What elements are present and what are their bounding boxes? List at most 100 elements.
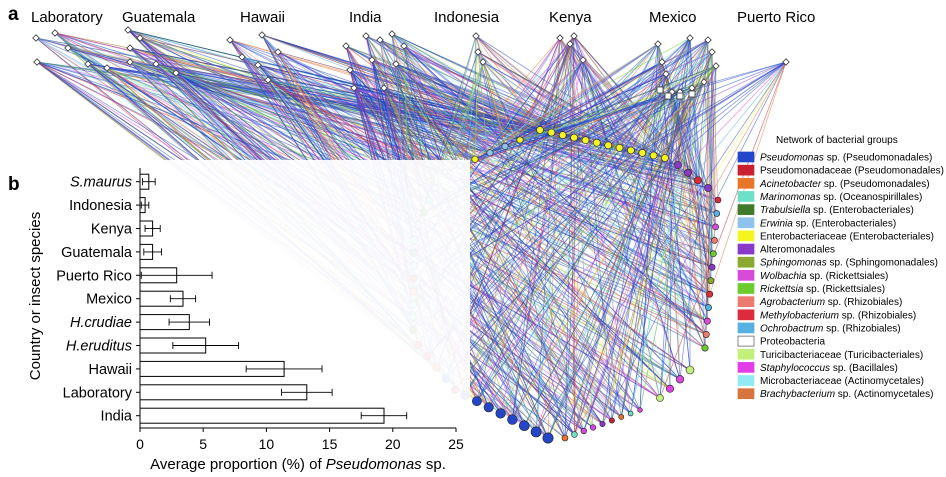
network-link	[482, 61, 521, 141]
category-label: Puerto Rico	[56, 268, 132, 284]
sample-node	[126, 58, 134, 66]
bacterial-node	[547, 128, 556, 137]
network-link	[395, 63, 707, 335]
error-bar	[169, 295, 197, 303]
bacterial-node	[536, 126, 544, 134]
network-link	[574, 73, 667, 435]
bar-chart: b S.maurus Indonesia Kenya Guatemala Puerto …	[8, 160, 470, 473]
sample-node	[712, 62, 720, 70]
bacterial-node	[685, 365, 695, 375]
network-link	[500, 61, 787, 414]
network-link	[562, 65, 717, 136]
bacterial-node	[656, 394, 664, 402]
sample-node	[254, 61, 262, 69]
legend-label: Methylobacterium sp. (Rhizobiales)	[760, 310, 916, 321]
bacterial-node	[703, 317, 711, 325]
legend-label: Agrobacterium sp. (Rhizobiales)	[759, 297, 902, 308]
error-bar	[144, 225, 161, 232]
bacterial-node	[702, 331, 710, 338]
bacterial-node	[684, 168, 692, 177]
network-link	[383, 87, 491, 154]
category-label: H.crudiae	[70, 315, 132, 331]
country-label-kenya: Kenya	[549, 9, 592, 26]
legend-swatch	[737, 151, 755, 163]
legend-label: Microbacteriaceae (Actinomycetales)	[760, 376, 924, 387]
sample-node	[376, 36, 384, 44]
legend-swatch	[737, 177, 755, 189]
network-link	[641, 51, 713, 154]
sample-node	[688, 90, 696, 98]
sample-node	[342, 42, 350, 50]
sample-node	[368, 56, 376, 64]
network-link	[547, 91, 681, 439]
legend-swatch	[737, 362, 755, 373]
legend-label: Staphylococcus sp. (Bacillales)	[760, 363, 898, 374]
network-link	[464, 35, 575, 396]
network-link	[608, 61, 787, 146]
sample-node	[64, 44, 72, 52]
sample-node	[704, 36, 712, 44]
legend-swatch	[737, 375, 755, 386]
country-label-guatemala: Guatemala	[122, 9, 196, 26]
bacterial-node	[604, 141, 613, 150]
sample-node	[350, 84, 358, 92]
error-bar	[245, 365, 323, 373]
network-link	[659, 61, 787, 399]
category-label: Hawaii	[88, 362, 132, 378]
bacterial-node	[507, 414, 518, 425]
network-link	[582, 59, 609, 146]
bacterial-node	[712, 223, 719, 231]
network-link	[436, 61, 787, 368]
network-link	[512, 39, 709, 420]
legend-swatch	[737, 230, 755, 242]
sample-node	[126, 44, 134, 52]
bacterial-node	[599, 420, 606, 427]
y-axis-label: Country or insect species	[27, 212, 44, 380]
bar-india	[139, 407, 385, 424]
network-link	[459, 43, 659, 166]
sample-node	[226, 36, 234, 44]
sample-node	[556, 34, 564, 42]
network-link	[413, 61, 787, 292]
network-link	[423, 65, 717, 214]
legend-label: Pseudomonadaceae (Pseudomonadales)	[760, 166, 944, 177]
legend-title: Network of bacterial groups	[776, 135, 898, 146]
legend-swatch	[737, 256, 755, 268]
network-link	[679, 65, 717, 380]
network-link	[444, 37, 561, 173]
sample-node	[388, 30, 396, 38]
sample-node	[51, 29, 59, 37]
error-bar	[140, 201, 150, 209]
legend-swatch	[737, 283, 755, 294]
bacterial-node	[666, 384, 674, 393]
country-label-laboratory: Laboratory	[31, 9, 103, 26]
category-label: Guatemala	[61, 245, 133, 261]
sample-node	[103, 64, 111, 72]
network-link	[602, 61, 787, 425]
legend-label: Enterobacteriaceae (Enterobacteriales)	[760, 231, 934, 242]
sample-node	[708, 48, 716, 56]
network-link	[426, 37, 691, 357]
legend-label: Rickettsia sp. (Rickettsiales)	[760, 284, 885, 295]
country-label-puerto-rico: Puerto Rico	[737, 9, 815, 26]
sample-node	[152, 60, 160, 68]
network-link	[547, 61, 787, 439]
x-tick-label: 0	[136, 436, 144, 452]
category-label: Mexico	[86, 292, 132, 308]
network-link	[583, 51, 713, 432]
bacterial-node	[638, 149, 647, 157]
bacterial-node	[705, 304, 712, 312]
network-link	[413, 61, 787, 279]
x-tick-label: 25	[448, 436, 464, 452]
sample-node	[400, 42, 408, 50]
network-link	[535, 51, 713, 433]
bacterial-node	[714, 196, 722, 204]
network-link	[664, 61, 787, 159]
sample-node	[136, 34, 144, 42]
category-labels: S.maurus Indonesia Kenya Guatemala Puerto Ri…	[56, 175, 140, 425]
error-bar	[142, 178, 156, 186]
error-bars	[140, 178, 408, 420]
network-link	[445, 91, 673, 380]
network-link	[459, 51, 479, 166]
legend-label: Acinetobacter sp. (Pseudomonadales)	[759, 179, 930, 190]
